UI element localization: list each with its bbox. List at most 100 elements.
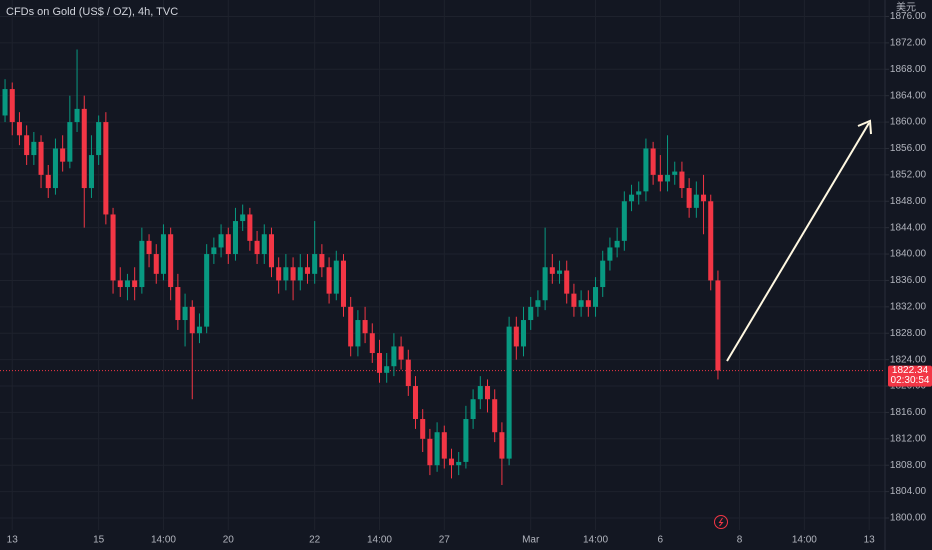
candle-body [16, 122, 22, 136]
candle-body [369, 333, 375, 354]
candle-body [420, 419, 426, 439]
candle-body [168, 234, 174, 288]
candle-body [117, 280, 123, 288]
axis-unit: 美元 [896, 1, 916, 14]
candle-body [456, 461, 462, 466]
countdown-label: 02:30:54 [891, 375, 930, 386]
candle-body [60, 148, 66, 162]
candle-body [268, 234, 274, 268]
candle-body [74, 108, 80, 123]
candle-body [643, 148, 649, 192]
candle-body [2, 89, 8, 116]
y-tick-label: 1872.00 [890, 38, 927, 49]
candle-body [348, 306, 354, 347]
candle-body [204, 254, 210, 327]
candle-body [283, 267, 289, 281]
candle-body [362, 320, 368, 334]
arrow-line [726, 122, 870, 362]
axis: 1800.001804.001808.001812.001816.001820.… [7, 11, 932, 546]
candle-body [189, 306, 195, 334]
x-tick-label: 20 [223, 535, 235, 546]
candle-body [45, 174, 51, 189]
candle-body [513, 326, 519, 347]
candle-body [427, 438, 433, 466]
candle-body [153, 254, 159, 274]
lightning-icon [714, 515, 728, 529]
candle-body [333, 260, 339, 294]
x-tick-label: 15 [93, 535, 105, 546]
candle-body [578, 300, 584, 307]
candle-body [657, 174, 663, 182]
candle-body [312, 254, 318, 274]
candle-body [492, 399, 498, 433]
candle-body [636, 191, 642, 195]
candle-body [276, 267, 282, 281]
candle-body [520, 320, 527, 347]
y-tick-label: 1836.00 [890, 275, 927, 286]
candle-body [254, 240, 260, 255]
y-tick-label: 1856.00 [890, 143, 927, 154]
y-tick-label: 1840.00 [890, 249, 927, 260]
candle-body [96, 122, 102, 156]
x-tick-label: 14:00 [583, 535, 608, 546]
last-price-box [888, 365, 932, 387]
x-tick-label: 22 [309, 535, 321, 546]
candle-body [247, 214, 253, 241]
grid [0, 0, 885, 530]
candle-body [585, 300, 591, 307]
candle-body [556, 270, 563, 274]
candle-body [146, 240, 152, 255]
candle-body [564, 270, 570, 294]
y-tick-label: 1860.00 [890, 117, 927, 128]
candle-body [715, 280, 721, 371]
candle-body [182, 306, 188, 321]
x-tick-label: Mar [522, 535, 540, 546]
candle-body [535, 300, 541, 307]
y-tick-label: 1800.00 [890, 513, 927, 524]
x-tick-label: 14:00 [792, 535, 817, 546]
candle-body [484, 386, 491, 400]
candle-body [549, 267, 555, 274]
candle-body [175, 287, 181, 321]
y-tick-label: 1824.00 [890, 354, 927, 365]
x-tick-label: 13 [864, 535, 876, 546]
candle-body [38, 141, 44, 175]
candle-body [391, 346, 397, 367]
candle-body [31, 141, 37, 156]
candle-body [232, 221, 238, 255]
x-tick-label: 13 [7, 535, 19, 546]
candle-body [211, 247, 217, 255]
candle-body [506, 326, 512, 459]
candle-body [398, 346, 404, 360]
x-tick-label: 8 [737, 535, 743, 546]
arrow-annotation [726, 119, 872, 362]
y-tick-label: 1844.00 [890, 222, 927, 233]
candle-body [405, 359, 411, 387]
last-price-label: 1822.34 [892, 365, 929, 376]
candle-body [24, 135, 30, 156]
candle-body [679, 171, 685, 189]
candle-body [650, 148, 656, 175]
candle-body [528, 306, 534, 321]
candle-body [412, 386, 419, 420]
candle-body [124, 280, 130, 288]
y-tick-label: 1804.00 [890, 486, 927, 497]
candle-body [441, 432, 447, 459]
y-tick-label: 1812.00 [890, 433, 927, 444]
candle-body [607, 247, 613, 261]
candle-body [701, 194, 707, 202]
y-tick-label: 1828.00 [890, 328, 927, 339]
candle-body [297, 267, 303, 281]
icon-circle [714, 515, 728, 529]
candle-body [571, 293, 577, 307]
candle-body [103, 122, 109, 215]
icon-bolt [718, 517, 724, 527]
candle-body [110, 214, 116, 281]
candle-body [463, 419, 469, 462]
y-tick-label: 1864.00 [890, 90, 927, 101]
candle-body [470, 399, 476, 420]
y-tick-label: 1848.00 [890, 196, 927, 207]
candle-body [672, 171, 678, 175]
